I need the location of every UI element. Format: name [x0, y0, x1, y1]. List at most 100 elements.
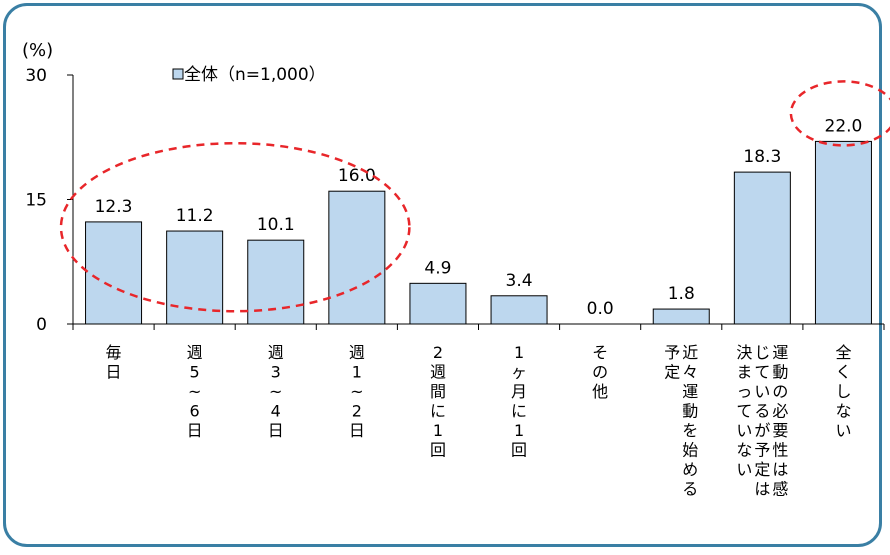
data-label: 16.0 — [338, 166, 376, 186]
category-label-char: 回 — [430, 441, 446, 460]
category-label-char: る — [682, 480, 698, 499]
bar — [733, 171, 791, 325]
category-label-char: 3 — [271, 363, 281, 382]
category-label-char: 回 — [511, 441, 527, 460]
data-label: 0.0 — [587, 299, 614, 319]
category-label-char: 日 — [187, 421, 203, 440]
category-label-char: 必 — [772, 402, 788, 421]
category-label-char: 1 — [433, 421, 443, 440]
category-label-char: 要 — [772, 421, 788, 440]
category-label-char: 定 — [664, 363, 680, 382]
y-tick-label: 15 — [25, 191, 47, 211]
category-label-char: 5 — [190, 363, 200, 382]
category-label-char: て — [736, 402, 752, 421]
category-label-char: 予 — [664, 343, 680, 362]
category-label-char: の — [772, 382, 788, 401]
category-label-char: が — [754, 421, 770, 440]
category-label-char: い — [736, 460, 752, 479]
category-label-char: ヶ — [511, 363, 527, 382]
category-label-char: 他 — [592, 382, 608, 401]
category-label-char: く — [835, 363, 851, 382]
category-label-char: 定 — [754, 460, 770, 479]
bar — [166, 230, 224, 325]
chart-frame — [3, 3, 882, 547]
category-label-char: は — [772, 460, 788, 479]
category-label-char: 2 — [433, 343, 443, 362]
data-label: 12.3 — [95, 197, 133, 217]
category-label-char: を — [682, 421, 698, 440]
category-label-char: ~ — [188, 382, 201, 401]
category-label-char: ~ — [350, 382, 363, 401]
category-label-char: る — [754, 402, 770, 421]
bar — [85, 221, 143, 325]
legend-label: 全体（n=1,000） — [184, 65, 326, 85]
category-label-char: い — [835, 421, 851, 440]
data-label: 11.2 — [176, 206, 214, 226]
bar — [814, 140, 872, 325]
bars — [85, 140, 872, 325]
category-label-char: 日 — [106, 363, 122, 382]
category-label-char: な — [835, 402, 851, 421]
category-label-char: 日 — [268, 421, 284, 440]
y-tick-label: 0 — [36, 315, 47, 335]
highlight-ellipse — [789, 80, 890, 147]
category-label-char: い — [736, 421, 752, 440]
category-label-char: は — [754, 480, 770, 499]
category-label-char: な — [736, 441, 752, 460]
category-label-char: 週 — [349, 343, 365, 362]
bar — [409, 282, 467, 325]
category-label-char: の — [592, 363, 608, 382]
data-label: 3.4 — [506, 271, 533, 291]
category-label-char: 月 — [511, 382, 527, 401]
category-label-char: 6 — [190, 402, 200, 421]
category-label-char: 週 — [430, 363, 446, 382]
data-label: 4.9 — [424, 258, 451, 278]
bar — [490, 295, 548, 325]
category-label-char: に — [511, 402, 527, 421]
legend-swatch — [172, 68, 184, 80]
category-label-char: 週 — [268, 343, 284, 362]
category-label-char: 日 — [349, 421, 365, 440]
category-label-char: い — [754, 382, 770, 401]
category-label-char: に — [430, 402, 446, 421]
category-label-char: 4 — [271, 402, 281, 421]
category-label-char: 間 — [430, 382, 446, 401]
category-label-char: ~ — [269, 382, 282, 401]
unit-label: (%) — [22, 40, 53, 61]
data-label: 18.3 — [743, 147, 781, 167]
category-label-char: し — [835, 382, 851, 401]
category-label-char: 2 — [352, 402, 362, 421]
data-label: 22.0 — [825, 116, 863, 136]
category-label-char: っ — [736, 382, 752, 401]
category-label-char: 感 — [772, 480, 788, 499]
category-label-char: 性 — [772, 441, 788, 460]
category-label-char: 決 — [736, 343, 752, 362]
category-label-char: 動 — [772, 363, 788, 382]
bar — [652, 308, 710, 325]
category-label-char: ま — [736, 363, 752, 382]
category-label-char: 1 — [352, 363, 362, 382]
category-label-char: じ — [754, 343, 770, 362]
category-label-char: 1 — [514, 421, 524, 440]
category-label-char: 運 — [682, 382, 698, 401]
y-tick-label: 30 — [25, 66, 47, 86]
legend: 全体（n=1,000） — [172, 65, 326, 85]
category-label-char: 始 — [682, 441, 698, 460]
category-label-char: て — [754, 363, 770, 382]
bar — [328, 190, 386, 325]
category-label-char: 毎 — [106, 343, 122, 362]
category-label-char: め — [682, 460, 698, 479]
category-label-char: 運 — [772, 343, 788, 362]
category-label-char: 予 — [754, 441, 770, 460]
category-label-char: 々 — [682, 363, 698, 382]
data-label: 1.8 — [668, 284, 695, 304]
category-label-char: 近 — [682, 343, 698, 362]
category-label-char: 週 — [187, 343, 203, 362]
category-label-char: 動 — [682, 402, 698, 421]
value-labels: 12.3 11.2 10.1 16.0 4.9 3.4 0.0 1.8 18.3 22.0 — [95, 116, 863, 319]
category-labels: 毎日週5~6日週3~4日週1~2日2週間に1回1ヶ月に1回その他近々運動を始める… — [106, 343, 852, 499]
category-label-char: 全 — [835, 343, 851, 362]
category-label-char: 1 — [514, 343, 524, 362]
highlight-ellipses — [59, 80, 890, 313]
